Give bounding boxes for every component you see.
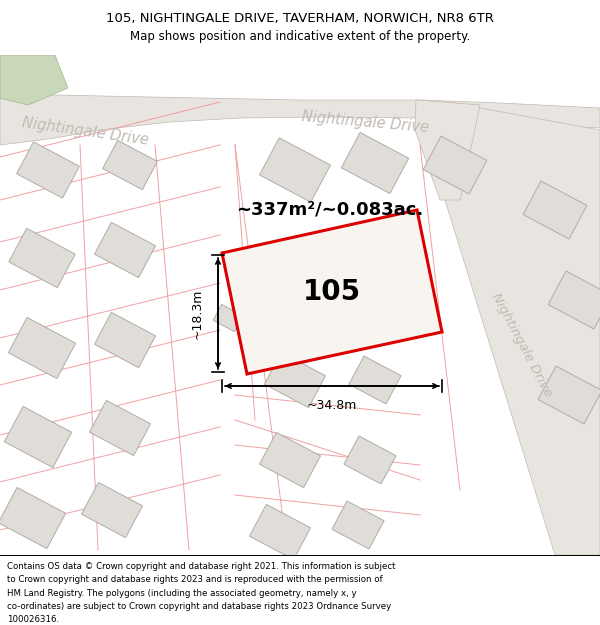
Text: to Crown copyright and database rights 2023 and is reproduced with the permissio: to Crown copyright and database rights 2… [7,575,383,584]
Polygon shape [445,108,600,555]
Text: ~337m²/~0.083ac.: ~337m²/~0.083ac. [236,201,424,219]
Text: ~18.3m: ~18.3m [191,288,204,339]
Bar [4,406,71,468]
Bar [344,436,396,484]
Text: 105: 105 [303,278,361,306]
Bar [265,352,326,408]
Text: Contains OS data © Crown copyright and database right 2021. This information is : Contains OS data © Crown copyright and d… [7,562,396,571]
Text: Nightingale Drive: Nightingale Drive [301,109,429,135]
Bar [9,228,75,288]
Text: HM Land Registry. The polygons (including the associated geometry, namely x, y: HM Land Registry. The polygons (includin… [7,589,357,598]
Polygon shape [0,95,600,145]
Text: Nightingale Drive: Nightingale Drive [489,291,555,399]
Bar [423,136,487,194]
Bar [94,312,155,368]
Bar [17,142,79,198]
Bar [538,366,600,424]
Polygon shape [222,210,442,374]
Bar [380,306,410,334]
Bar [250,504,311,559]
Bar [548,271,600,329]
Text: ~34.8m: ~34.8m [307,399,357,412]
Bar [341,132,409,194]
Bar [349,356,401,404]
Bar [213,304,243,332]
Bar [8,318,76,379]
Text: Map shows position and indicative extent of the property.: Map shows position and indicative extent… [130,30,470,43]
Bar [332,501,384,549]
Text: 100026316.: 100026316. [7,615,59,624]
Polygon shape [415,100,480,200]
Bar [94,222,155,278]
Polygon shape [0,55,68,105]
Bar [260,138,331,202]
Bar [259,432,320,488]
Bar [82,482,143,538]
Text: Nightingale Drive: Nightingale Drive [21,114,149,148]
Text: co-ordinates) are subject to Crown copyright and database rights 2023 Ordnance S: co-ordinates) are subject to Crown copyr… [7,602,391,611]
Bar [0,488,65,549]
Bar [89,401,151,456]
Text: 105, NIGHTINGALE DRIVE, TAVERHAM, NORWICH, NR8 6TR: 105, NIGHTINGALE DRIVE, TAVERHAM, NORWIC… [106,12,494,25]
Bar [523,181,587,239]
Bar [103,140,157,190]
